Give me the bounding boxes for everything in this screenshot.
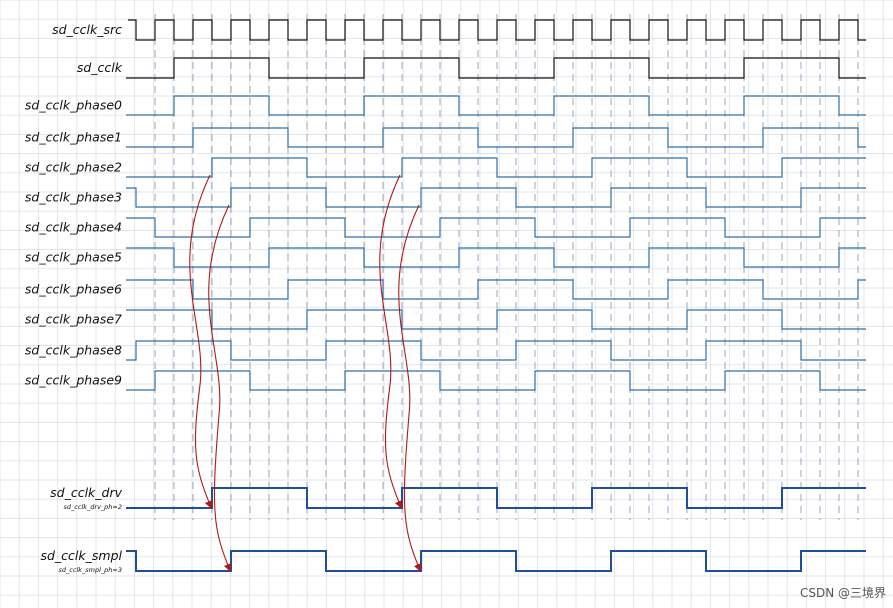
signal-label: sd_cclk_phase0 (25, 98, 122, 113)
signal-label: sd_cclk_phase7 (25, 312, 122, 327)
waveform (126, 340, 866, 361)
waveform (126, 127, 866, 148)
waveform (126, 487, 866, 509)
signal-label: sd_cclk_phase3 (25, 190, 122, 205)
causality-arrow (208, 204, 232, 572)
waveform (126, 57, 866, 79)
signal-labels: sd_cclk_src sd_cclk sd_cclk_phase0 sd_cclk_… (25, 22, 123, 574)
signal-label: sd_cclk_phase2 (25, 160, 122, 175)
causality-arrow (398, 204, 422, 572)
signal-label: sd_cclk_phase5 (25, 250, 122, 265)
signal-label: sd_cclk_phase6 (25, 282, 122, 297)
signal-label: sd_cclk_phase9 (25, 373, 122, 388)
signal-sublabel: sd_cclk_smpl_ph=3 (59, 566, 122, 574)
causality-arrow (189, 174, 213, 509)
arrows (189, 174, 422, 572)
waveform (126, 187, 866, 208)
waveform (128, 19, 866, 41)
waveform (126, 157, 866, 178)
signal-label: sd_cclk_src (52, 22, 122, 37)
signal-sublabel: sd_cclk_drv_ph=2 (64, 503, 122, 511)
waveform (126, 217, 866, 238)
waveform (126, 247, 866, 268)
waveform (126, 550, 866, 572)
watermark: CSDN @三境界 (800, 585, 886, 600)
waveform (126, 95, 866, 116)
waveform (126, 309, 866, 330)
waveform (126, 279, 866, 300)
signal-label: sd_cclk (77, 60, 123, 75)
signal-label: sd_cclk_phase1 (25, 130, 122, 145)
causality-arrow (379, 174, 403, 509)
signal-label: sd_cclk_drv (50, 485, 122, 500)
signal-label: sd_cclk_phase4 (25, 220, 122, 235)
signal-label: sd_cclk_smpl (40, 548, 122, 563)
signal-label: sd_cclk_phase8 (25, 343, 122, 358)
waveforms (126, 19, 866, 572)
waveform (126, 370, 866, 391)
